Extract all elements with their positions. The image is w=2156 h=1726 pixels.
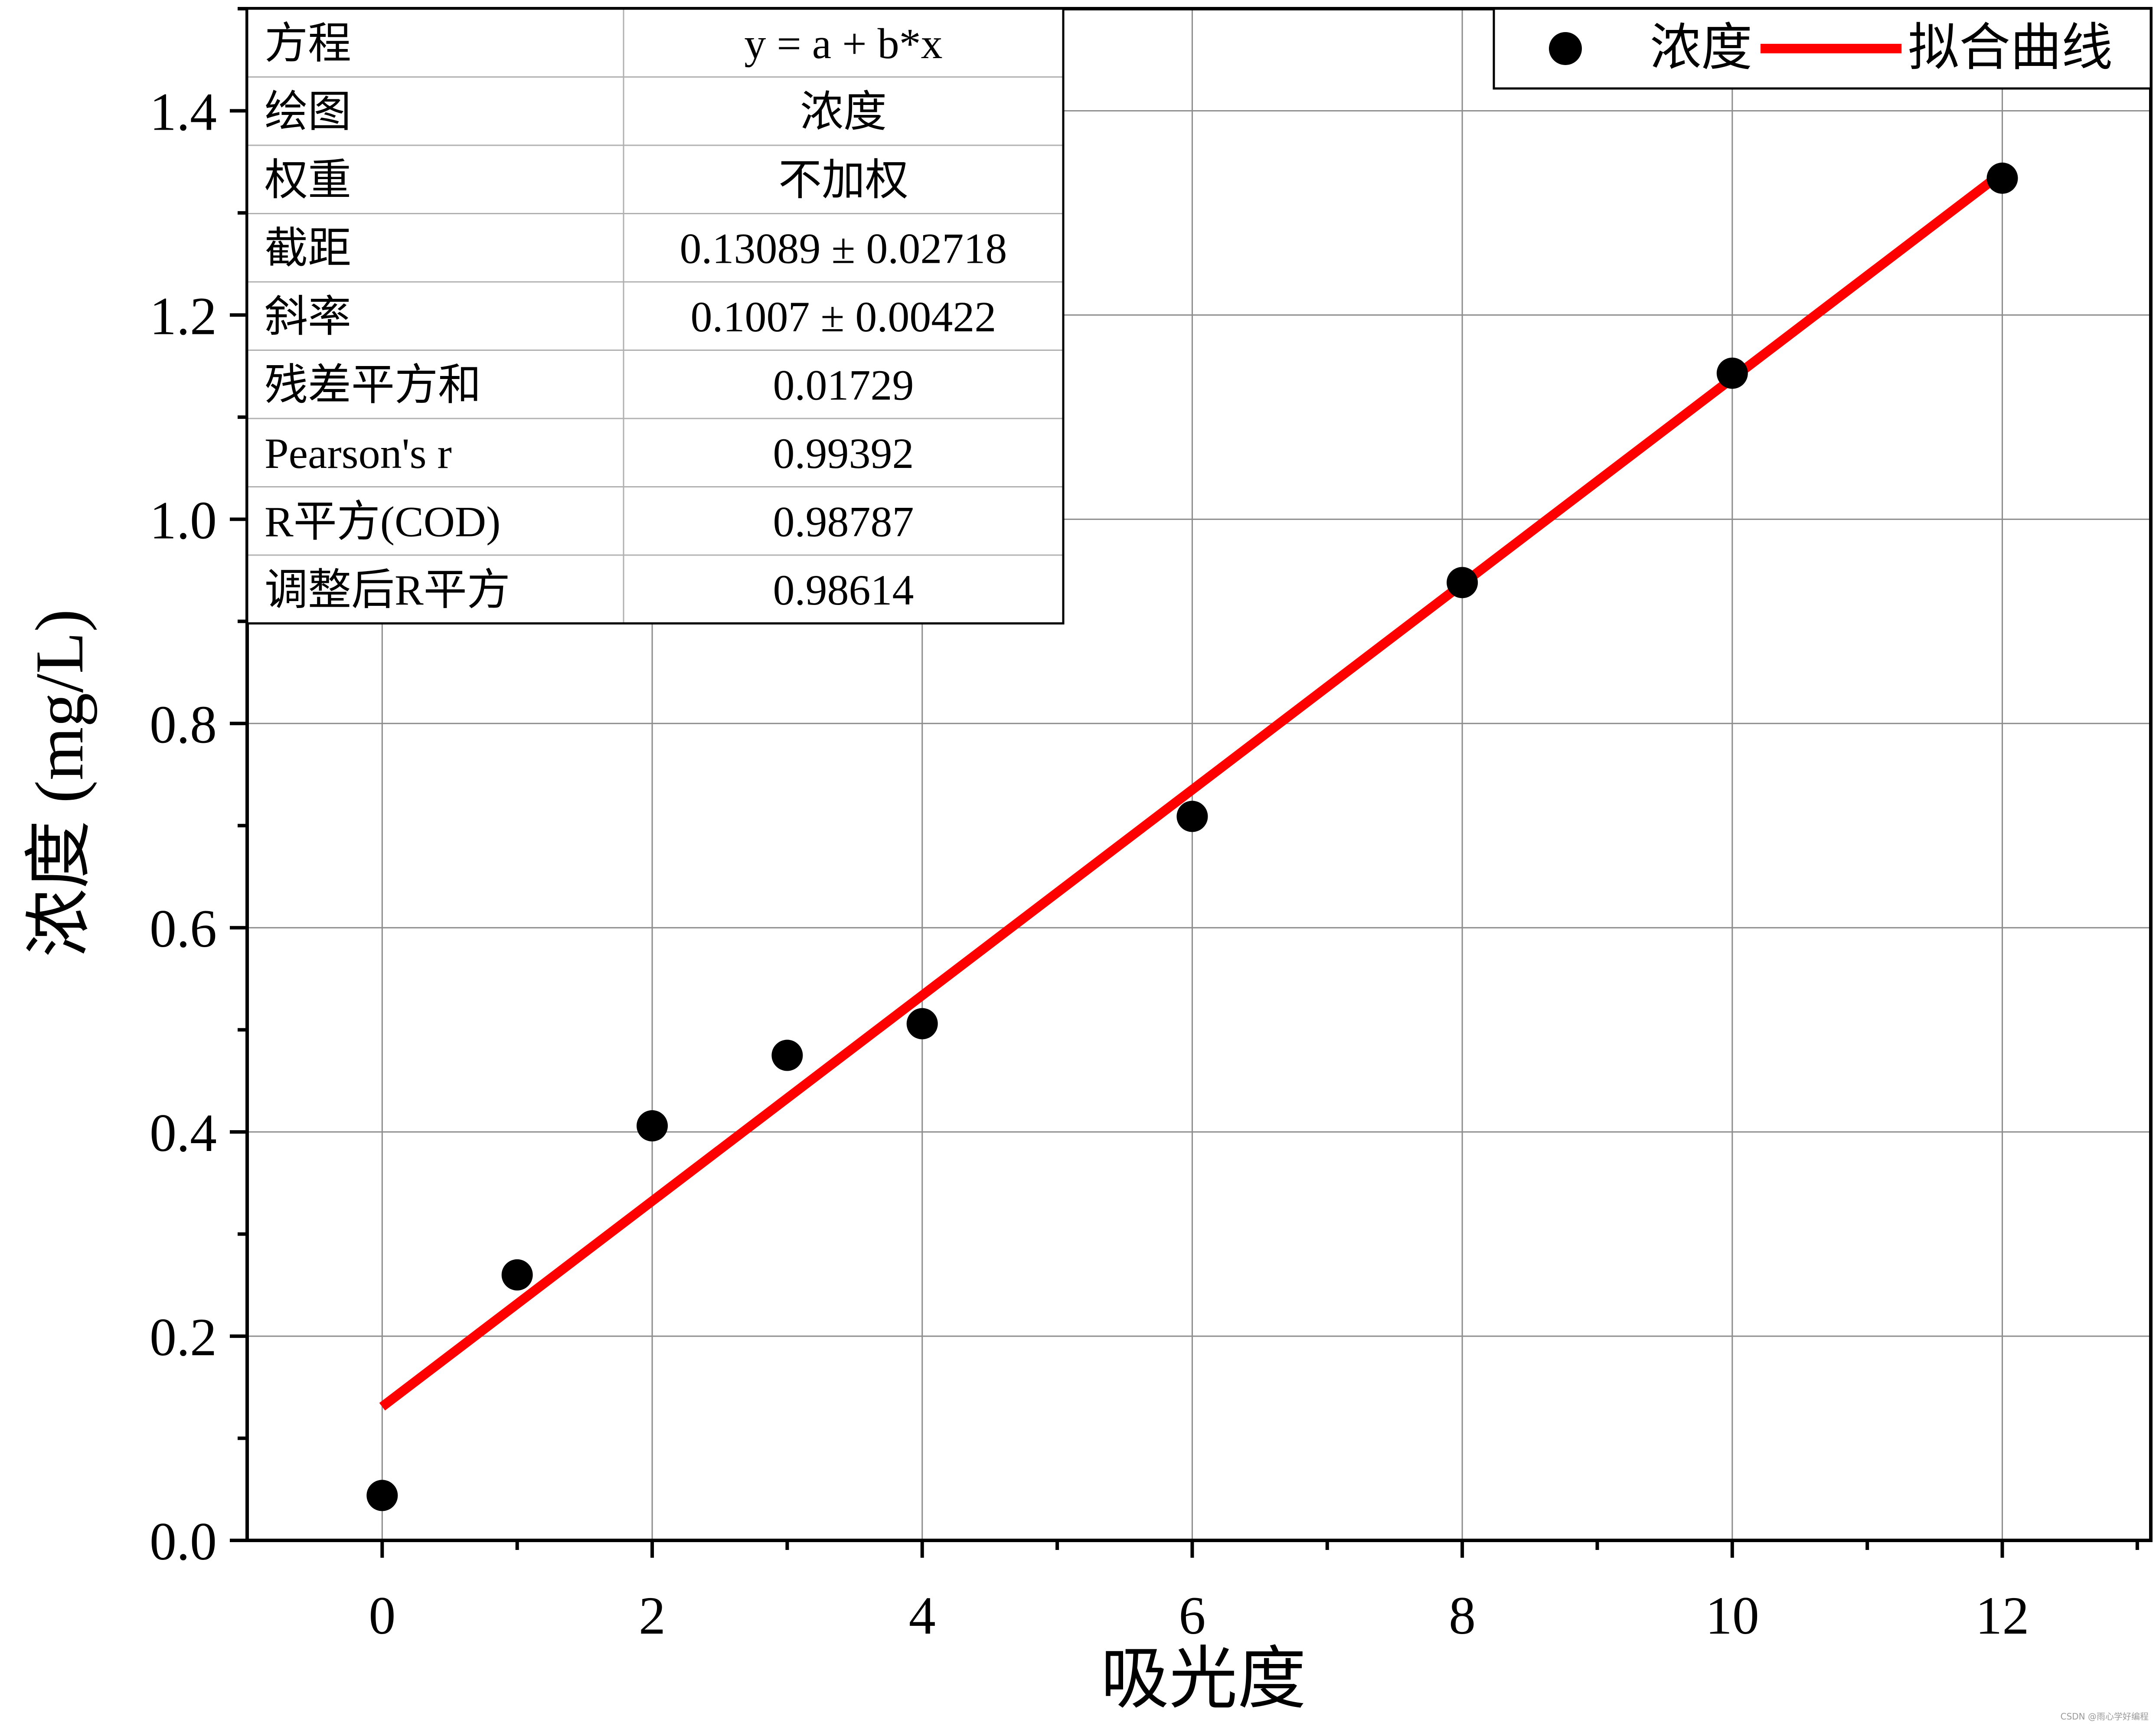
table-value: 0.99392 xyxy=(773,429,914,477)
x-tick-label: 2 xyxy=(639,1586,666,1645)
y-tick-label: 0.0 xyxy=(150,1512,217,1571)
data-point xyxy=(1986,162,2018,194)
table-value: 0.98787 xyxy=(773,497,914,546)
ticks: 0 2 4 6 8 10 12 0.0 0.2 0.4 0.6 0.8 1.0 1.2 1.4 xyxy=(150,7,2139,1645)
table-label: R平方(COD) xyxy=(265,497,500,546)
legend-label-points: 浓度 xyxy=(1650,20,1752,76)
table-value: 0.1007 ± 0.00422 xyxy=(691,293,996,341)
fit-table-bg xyxy=(247,9,1063,624)
x-tick-label: 8 xyxy=(1449,1586,1476,1645)
y-tick-label: 0.4 xyxy=(150,1103,217,1163)
data-point xyxy=(1716,357,1748,389)
x-tick-label: 10 xyxy=(1705,1586,1759,1645)
data-point xyxy=(1447,567,1478,598)
x-tick-label: 6 xyxy=(1179,1586,1205,1645)
data-point xyxy=(1176,801,1208,832)
legend: 浓度 拟合曲线 xyxy=(1493,7,2152,90)
table-value: 0.01729 xyxy=(773,361,914,409)
table-label: 调整后R平方 xyxy=(265,566,510,614)
x-tick-label: 0 xyxy=(369,1586,395,1645)
data-point xyxy=(501,1259,533,1291)
table-label: 残差平方和 xyxy=(265,361,481,409)
y-tick-label: 1.2 xyxy=(150,286,217,346)
table-label: 权重 xyxy=(265,156,351,204)
x-axis-title: 吸光度 xyxy=(1101,1641,1306,1717)
data-point xyxy=(637,1110,668,1142)
table-label: 绘图 xyxy=(265,88,351,136)
plot-frame xyxy=(245,7,2153,1542)
y-tick-label: 0.8 xyxy=(150,695,217,754)
y-tick-label: 0.6 xyxy=(150,899,217,958)
data-point xyxy=(906,1008,938,1040)
table-value: 0.13089 ± 0.02718 xyxy=(680,224,1007,272)
table-label: 斜率 xyxy=(265,293,351,341)
fit-table-border xyxy=(246,7,1065,624)
x-tick-label: 4 xyxy=(909,1586,936,1645)
legend-marker-points xyxy=(1549,32,1582,65)
data-points xyxy=(366,162,2018,1511)
table-label: 截距 xyxy=(265,224,351,272)
data-point xyxy=(366,1480,398,1511)
y-tick-label: 0.2 xyxy=(150,1308,217,1367)
table-value: 不加权 xyxy=(778,156,908,204)
data-point xyxy=(771,1040,803,1071)
table-value: 浓度 xyxy=(800,88,887,136)
table-value: y = a + b*x xyxy=(744,20,942,68)
y-axis-title: 浓度 (mg/L) xyxy=(22,609,98,957)
table-label: Pearson's r xyxy=(265,429,452,477)
y-tick-label: 1.4 xyxy=(150,82,217,141)
y-tick-label: 1.0 xyxy=(150,490,217,550)
legend-label-fit: 拟合曲线 xyxy=(1908,20,2113,76)
x-tick-label: 12 xyxy=(1976,1586,2029,1645)
watermark: CSDN @雨心学好编程 xyxy=(2061,1711,2149,1722)
table-label: 方程 xyxy=(265,20,351,68)
table-value: 0.98614 xyxy=(773,566,914,614)
